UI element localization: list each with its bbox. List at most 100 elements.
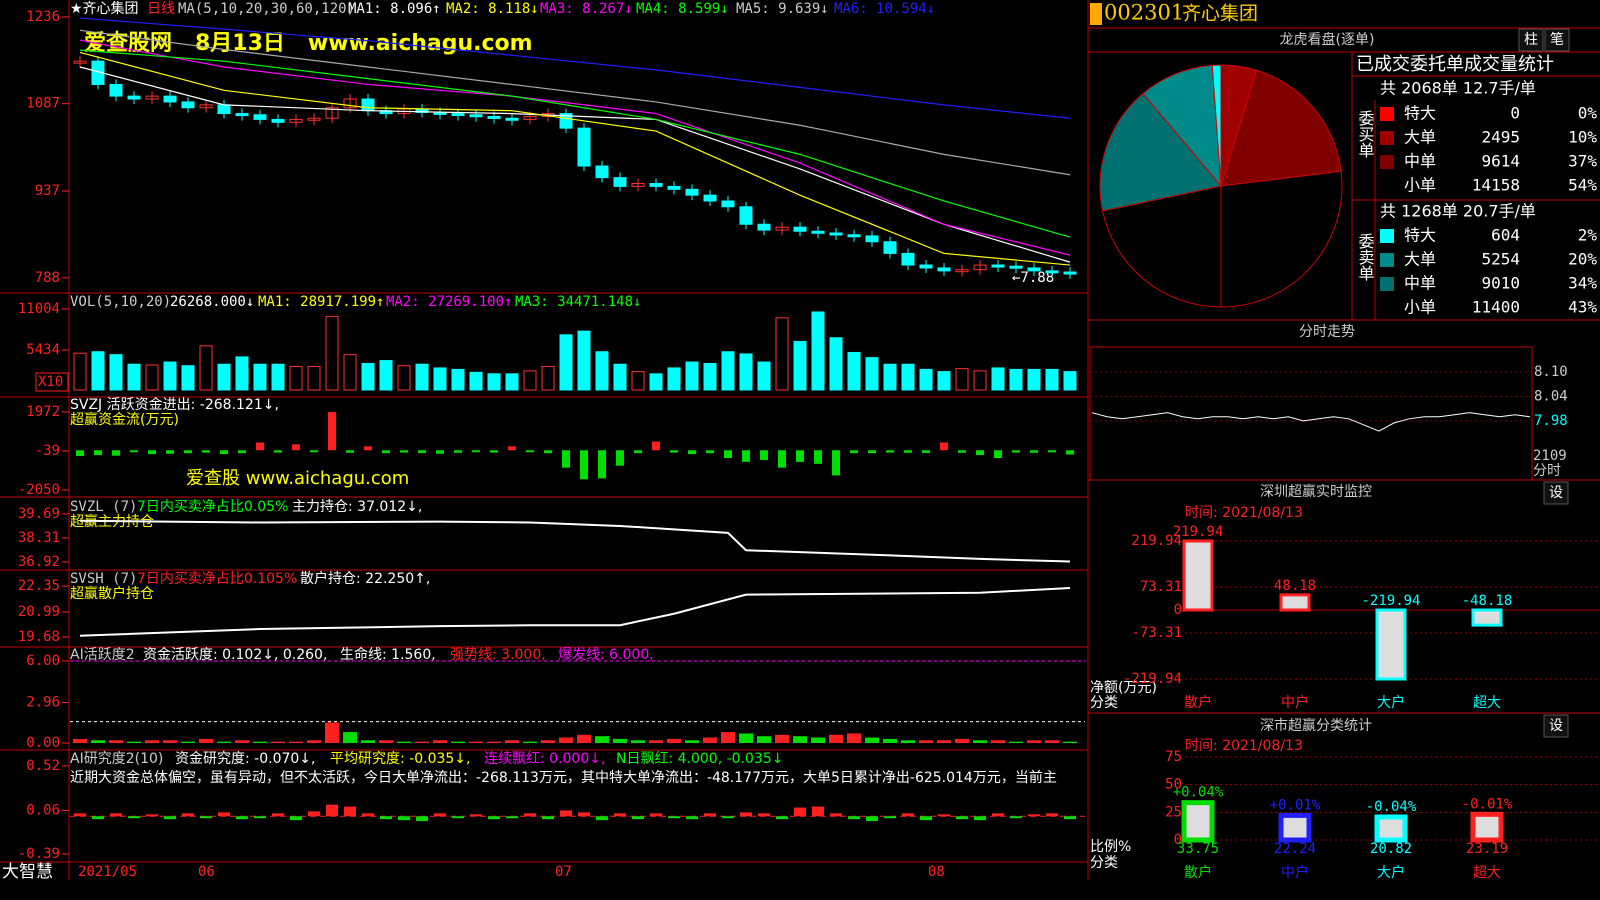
fenshi-frame	[1089, 346, 1533, 481]
volume-bar	[991, 367, 1005, 391]
research-bar	[74, 813, 86, 817]
y-tick-label: 5434	[26, 342, 60, 358]
research-bar	[344, 806, 356, 817]
volume-bar	[343, 354, 357, 391]
ma-value: MA4: 8.599↓	[636, 1, 729, 17]
row-name: 特大	[1404, 104, 1436, 123]
flow-bar	[832, 450, 840, 476]
button[interactable]	[1544, 28, 1570, 52]
research-bar	[938, 814, 950, 817]
svzj-subtitle: 超赢资金流(万元)	[70, 411, 179, 428]
flow-bar	[238, 450, 246, 454]
volume-bar	[865, 357, 879, 391]
row-count: 5254	[1481, 250, 1520, 269]
flow-bar	[508, 446, 516, 451]
research-bar	[722, 816, 734, 819]
act-burst: 爆发线: 6.000,	[558, 647, 654, 663]
activity-bar	[253, 741, 267, 744]
volume-bar	[613, 363, 627, 391]
activity-bar	[1063, 741, 1077, 744]
flow-bar	[850, 450, 858, 454]
button-label[interactable]: 柱	[1524, 32, 1538, 48]
research-bar	[308, 811, 320, 817]
date-label: 06	[198, 864, 215, 880]
button[interactable]	[1543, 481, 1569, 505]
button-label[interactable]: 设	[1549, 485, 1563, 501]
volume-bar	[199, 345, 213, 391]
research-bar	[812, 806, 824, 817]
volume-bar	[685, 361, 699, 391]
annotation: ←7.88	[1012, 270, 1054, 286]
y-tick-label: -0.39	[18, 846, 60, 862]
svsh-ratio: 7日内买卖净占比0.105%	[137, 571, 297, 587]
research-bar	[488, 816, 500, 820]
volume-bar	[883, 363, 897, 391]
pie-slice	[1101, 185, 1222, 308]
button-label[interactable]: 设	[1549, 718, 1563, 734]
row-count: 14158	[1472, 176, 1520, 195]
research-bar	[848, 816, 860, 820]
ratio-bar	[1278, 812, 1312, 843]
y-tick-label: 11004	[18, 301, 60, 317]
stock-code: 002301	[1104, 1, 1184, 25]
net-bar	[1279, 593, 1311, 612]
research-bar	[596, 816, 608, 821]
flow-bar	[418, 450, 426, 453]
flow-bar	[1030, 450, 1038, 453]
activity-bar	[379, 740, 393, 744]
research-bar	[704, 813, 716, 817]
pie-slice	[1220, 69, 1342, 187]
research-bar	[992, 813, 1004, 817]
bar-label: 219.94	[1173, 524, 1224, 540]
volume-bar	[631, 371, 645, 391]
activity-bar	[307, 740, 321, 744]
sell-summary: 共 1268单 20.7手/单	[1380, 202, 1536, 221]
y-tick-label: -219.94	[1123, 671, 1182, 687]
y-tick-label: 0.52	[26, 758, 60, 774]
ma-value: MA6: 10.594↓	[834, 1, 935, 17]
y-tick-label: 0.06	[26, 802, 60, 818]
table-heading: 已成交委托单成交量统计	[1356, 54, 1554, 75]
research-bar	[1064, 816, 1076, 820]
research-bar	[650, 813, 662, 817]
button-label[interactable]: 笔	[1550, 32, 1564, 48]
volume-bar	[307, 365, 321, 391]
flow-bar	[580, 450, 588, 480]
stats-time: 时间: 2021/08/13	[1185, 738, 1303, 754]
activity-bar	[865, 737, 879, 744]
pie-slice	[1099, 92, 1222, 212]
activity-bar	[415, 741, 429, 744]
activity-bar	[127, 741, 141, 744]
research-bar	[560, 810, 572, 817]
value-label: 20.82	[1370, 841, 1412, 857]
research-bar	[902, 813, 914, 817]
button[interactable]	[1518, 28, 1544, 52]
y-tick-label: 8.10	[1534, 364, 1568, 380]
flow-bar	[634, 450, 642, 454]
volume-bar	[163, 361, 177, 391]
ma-line	[79, 51, 1071, 266]
flow-bar	[706, 450, 714, 454]
research-bar	[794, 807, 806, 817]
research-bar	[578, 812, 590, 817]
y-tick-label: 50	[1165, 777, 1182, 793]
y-tick-label: 36.92	[18, 554, 60, 570]
volume-bar	[577, 330, 591, 391]
activity-bar	[397, 741, 411, 744]
research-bar	[434, 813, 446, 817]
research-bar	[236, 816, 248, 820]
volume-bar	[559, 334, 573, 391]
flow-bar	[652, 441, 660, 451]
vol-ma: MA2: 27269.100↑	[386, 294, 512, 310]
flow-bar	[994, 450, 1002, 459]
volume-bar	[541, 365, 555, 391]
watermark: 爱查股 www.aichagu.com	[186, 468, 409, 489]
value-label: 23.19	[1466, 841, 1508, 857]
y-tick-label: 219.94	[1131, 533, 1182, 549]
research-bar	[200, 816, 212, 819]
fenshi-period: 分时	[1533, 463, 1561, 479]
activity-bar	[469, 741, 483, 744]
research-bar	[1028, 814, 1040, 817]
flow-bar	[1066, 450, 1074, 455]
button[interactable]	[1543, 714, 1569, 738]
